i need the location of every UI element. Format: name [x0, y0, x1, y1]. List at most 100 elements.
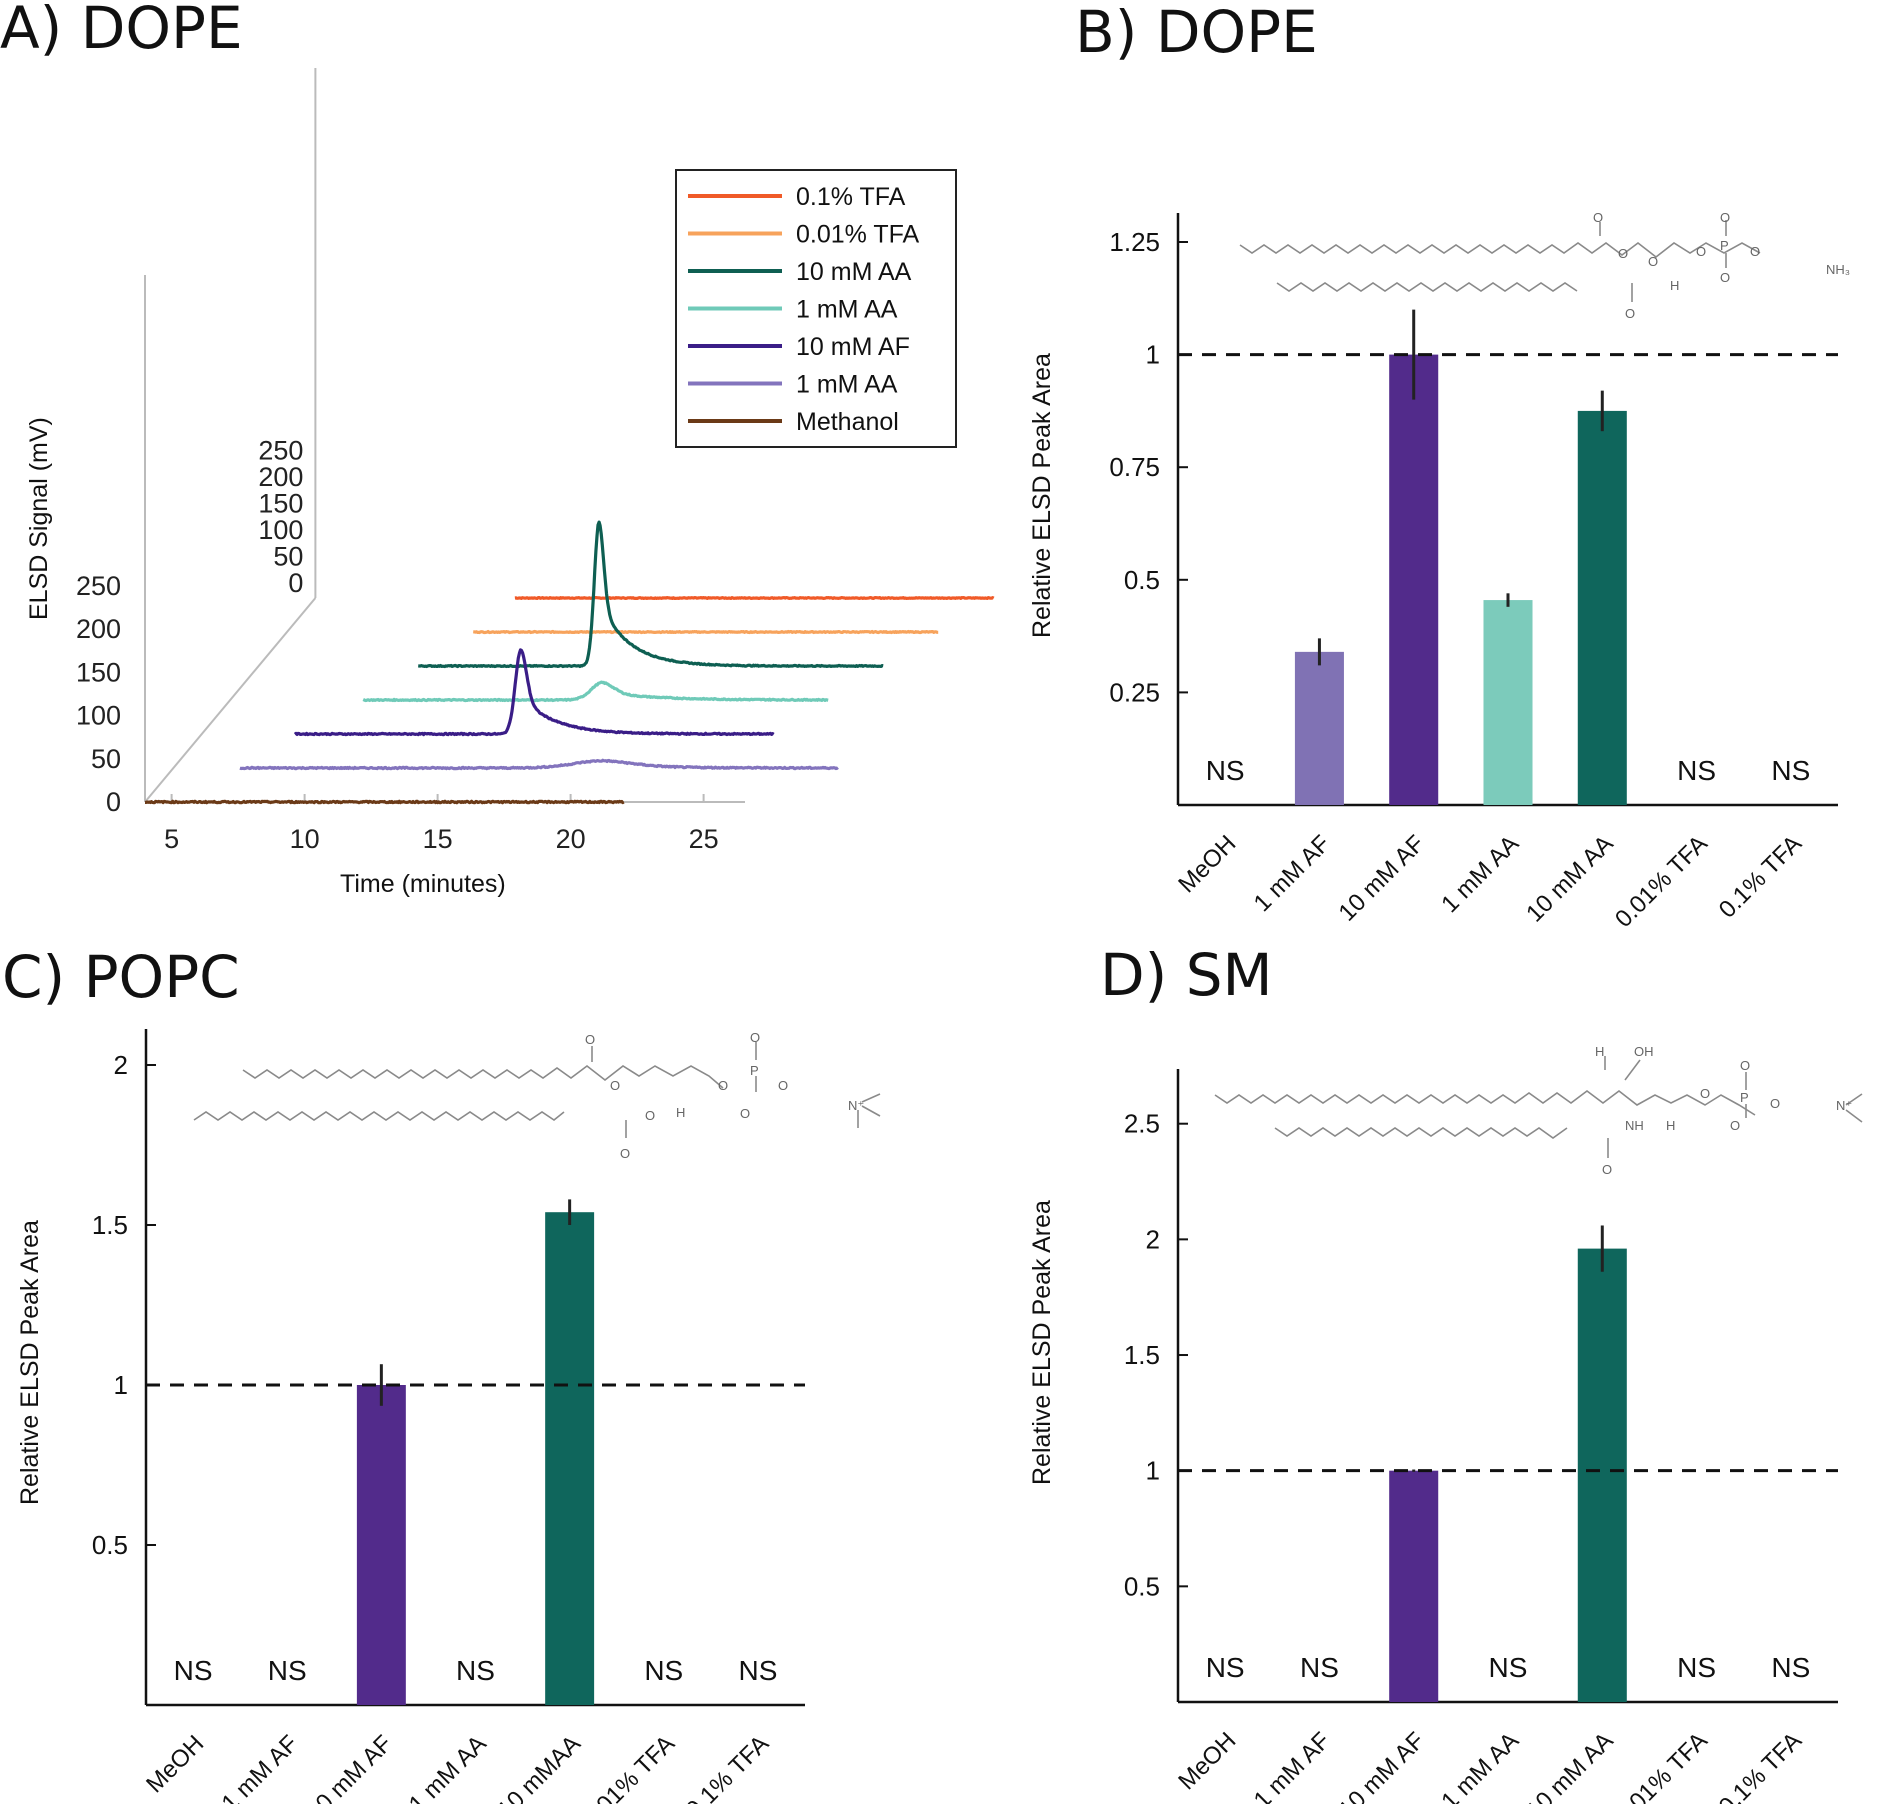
- svg-text:O: O: [718, 1078, 728, 1093]
- category-label: 10 mMAA: [492, 1730, 586, 1804]
- svg-text:O: O: [1700, 1086, 1710, 1101]
- y-tick-label: 1: [1146, 340, 1160, 370]
- svg-text:O: O: [1750, 244, 1760, 259]
- panel-a-title: A) DOPE: [0, 0, 243, 62]
- legend-label: 10 mM AA: [796, 258, 912, 286]
- y-tick-label: 0.5: [1124, 1571, 1160, 1601]
- category-label: 10 mM AA: [1521, 1727, 1618, 1804]
- legend-label: 0.1% TFA: [796, 183, 906, 211]
- svg-text:O: O: [585, 1032, 595, 1047]
- ns-label: NS: [738, 1655, 777, 1686]
- category-label: 1 mM AF: [1249, 1727, 1336, 1804]
- sm-structure-drawing: H OH NH H O P O O O O N⁺: [1214, 1044, 1863, 1177]
- svg-text:H: H: [676, 1105, 685, 1120]
- category-label: 0.01% TFA: [1610, 830, 1713, 933]
- svg-text:H: H: [1595, 1044, 1604, 1059]
- a-back-y-tick-label: 150: [258, 489, 303, 519]
- trace-methanol: [144, 799, 625, 805]
- a-back-y-tick-label: 100: [258, 515, 303, 545]
- bar: [1294, 651, 1344, 805]
- y-tick-label: 1: [1146, 1456, 1160, 1486]
- ns-label: NS: [644, 1655, 683, 1686]
- svg-text:OH: OH: [1634, 1044, 1654, 1059]
- ns-label: NS: [456, 1655, 495, 1686]
- svg-text:P: P: [750, 1063, 759, 1078]
- panel-a-ylabel: ELSD Signal (mV): [25, 417, 53, 620]
- svg-text:O: O: [1770, 1096, 1780, 1111]
- panel-b-title: B) DOPE: [1075, 0, 1318, 66]
- category-label: 10 mM AA: [1521, 830, 1618, 927]
- trace-1-mm-aa: [239, 758, 839, 771]
- dope-structure-drawing: O O O H O P O O O O NH₃: [1239, 210, 1850, 321]
- svg-text:O: O: [1720, 270, 1730, 285]
- panel-b-ylabel: Relative ELSD Peak Area: [1028, 353, 1056, 638]
- ns-label: NS: [1771, 755, 1810, 786]
- trace-10-mm-af: [293, 648, 775, 737]
- svg-text:H: H: [1666, 1118, 1675, 1133]
- bar: [1577, 410, 1627, 805]
- svg-text:O: O: [750, 1030, 760, 1045]
- y-tick-label: 2: [114, 1050, 128, 1080]
- svg-text:O: O: [1625, 306, 1635, 321]
- legend-label: Methanol: [796, 408, 899, 436]
- y-tick-label: 1.25: [1109, 227, 1160, 257]
- svg-text:N⁺: N⁺: [1836, 1098, 1852, 1113]
- category-label: 1 mM AA: [404, 1730, 492, 1804]
- panel-d: D) SM Relative ELSD Peak Area 0.5 1 1.5 2 2.…: [1028, 941, 1863, 1804]
- ns-label: NS: [268, 1655, 307, 1686]
- a-back-y-tick-label: 50: [273, 542, 303, 572]
- bar: [356, 1385, 406, 1705]
- ns-label: NS: [1206, 1652, 1245, 1683]
- category-label: 0.1% TFA: [1714, 1727, 1807, 1804]
- category-label: 0.1% TFA: [1714, 830, 1807, 923]
- a-front-y-tick-label: 0: [106, 787, 121, 817]
- trace-0-1-tfa: [514, 596, 995, 600]
- category-label: MeOH: [1173, 1727, 1241, 1795]
- y-tick-label: 1: [114, 1370, 128, 1400]
- a-front-y-tick-label: 200: [76, 614, 121, 644]
- bar: [1483, 600, 1533, 805]
- svg-text:O: O: [620, 1146, 630, 1161]
- bar: [1577, 1248, 1627, 1702]
- category-label: MeOH: [141, 1730, 209, 1798]
- bar: [1389, 1470, 1439, 1702]
- popc-structure-drawing: O O O H O P O O O O N⁺: [193, 1030, 881, 1161]
- legend-label: 1 mM AA: [796, 371, 898, 399]
- svg-text:N⁺: N⁺: [848, 1098, 864, 1113]
- ns-label: NS: [1677, 755, 1716, 786]
- svg-text:O: O: [1618, 246, 1628, 261]
- a-front-y-tick-label: 50: [91, 744, 121, 774]
- a-x-tick-label: 20: [556, 824, 586, 854]
- y-tick-label: 1.5: [1124, 1340, 1160, 1370]
- category-label: 10 mM AF: [1334, 830, 1430, 926]
- a-x-tick-label: 15: [423, 824, 453, 854]
- svg-text:O: O: [1740, 1058, 1750, 1073]
- ns-label: NS: [1677, 1652, 1716, 1683]
- category-label: 0.01% TFA: [1610, 1727, 1713, 1804]
- ns-label: NS: [1300, 1652, 1339, 1683]
- category-label: 0.1% TFA: [681, 1730, 774, 1804]
- bar: [545, 1212, 595, 1705]
- category-label: 1 mM AF: [1249, 830, 1336, 917]
- legend-label: 0.01% TFA: [796, 221, 920, 249]
- category-label: 1 mM AA: [1436, 830, 1524, 918]
- a-back-y-tick-label: 250: [258, 436, 303, 466]
- svg-text:O: O: [1720, 210, 1730, 225]
- a-back-y-tick-label: 200: [258, 462, 303, 492]
- panel-a-traces: [144, 520, 995, 805]
- svg-text:O: O: [1593, 210, 1603, 225]
- panel-c: C) POPC Relative ELSD Peak Area 0.5 1 1.5 2…: [2, 943, 881, 1804]
- svg-text:P: P: [1720, 238, 1729, 253]
- svg-text:P: P: [1740, 1090, 1749, 1105]
- y-tick-label: 0.5: [1124, 565, 1160, 595]
- category-label: 10 mM AF: [1334, 1727, 1430, 1804]
- category-label: 0.01% TFA: [577, 1730, 680, 1804]
- svg-text:O: O: [1696, 244, 1706, 259]
- bar: [1389, 354, 1439, 805]
- trace-10-mm-aa: [417, 520, 884, 669]
- y-tick-label: 2: [1146, 1224, 1160, 1254]
